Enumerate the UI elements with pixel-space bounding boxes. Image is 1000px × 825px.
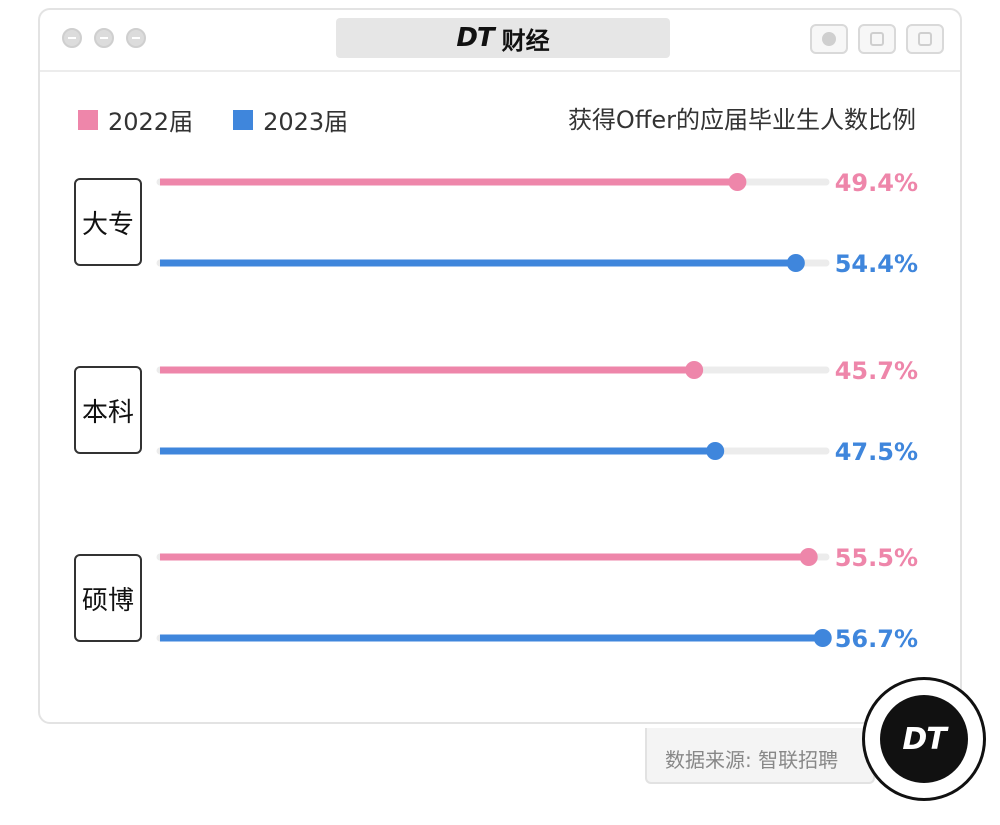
bar-end-dot bbox=[685, 361, 704, 379]
category-label-shuobo: 硕博 bbox=[74, 554, 142, 642]
share-icon[interactable] bbox=[858, 24, 896, 54]
copy-icon[interactable] bbox=[906, 24, 944, 54]
chart-legend: 2022届 2023届 bbox=[78, 102, 388, 137]
legend-swatch-2023 bbox=[233, 109, 254, 130]
legend-item-2023: 2023届 bbox=[233, 102, 348, 137]
data-label: 45.7% bbox=[835, 357, 918, 385]
dt-badge-icon: DT bbox=[862, 677, 986, 801]
legend-item-2022: 2022届 bbox=[78, 102, 193, 137]
legend-swatch-2022 bbox=[78, 109, 98, 130]
data-label: 55.5% bbox=[835, 544, 918, 572]
category-label-benke: 本科 bbox=[74, 366, 142, 454]
source-tab bbox=[645, 728, 875, 784]
dt-logo-icon: DT bbox=[456, 23, 494, 53]
data-label: 47.5% bbox=[835, 438, 918, 466]
bar-end-dot bbox=[786, 254, 805, 272]
window-title-text: 财经 bbox=[501, 26, 550, 55]
record-icon[interactable] bbox=[810, 24, 848, 54]
window-title: DT 财经 bbox=[336, 18, 670, 58]
data-label: 49.4% bbox=[835, 169, 918, 197]
legend-label-2023: 2023届 bbox=[263, 108, 349, 136]
data-source: 数据来源: 智联招聘 bbox=[665, 748, 839, 772]
data-label: 56.7% bbox=[835, 625, 918, 653]
bar-end-dot bbox=[799, 548, 818, 566]
category-label-dazhuan: 大专 bbox=[74, 178, 142, 266]
dt-badge-text: DT bbox=[880, 695, 968, 783]
maximize-dot-icon[interactable] bbox=[126, 28, 146, 48]
window-titlebar: DT 财经 bbox=[40, 10, 960, 72]
bar-end-dot bbox=[706, 442, 725, 460]
chart-subtitle: 获得Offer的应届毕业生人数比例 bbox=[567, 106, 916, 134]
minimize-dot-icon[interactable] bbox=[94, 28, 114, 48]
chart-window: DT 财经 bbox=[38, 8, 962, 724]
data-label: 54.4% bbox=[835, 250, 918, 278]
close-dot-icon[interactable] bbox=[62, 28, 82, 48]
bar-end-dot bbox=[813, 629, 832, 647]
legend-label-2022: 2022届 bbox=[108, 108, 194, 136]
bar-end-dot bbox=[728, 173, 747, 191]
